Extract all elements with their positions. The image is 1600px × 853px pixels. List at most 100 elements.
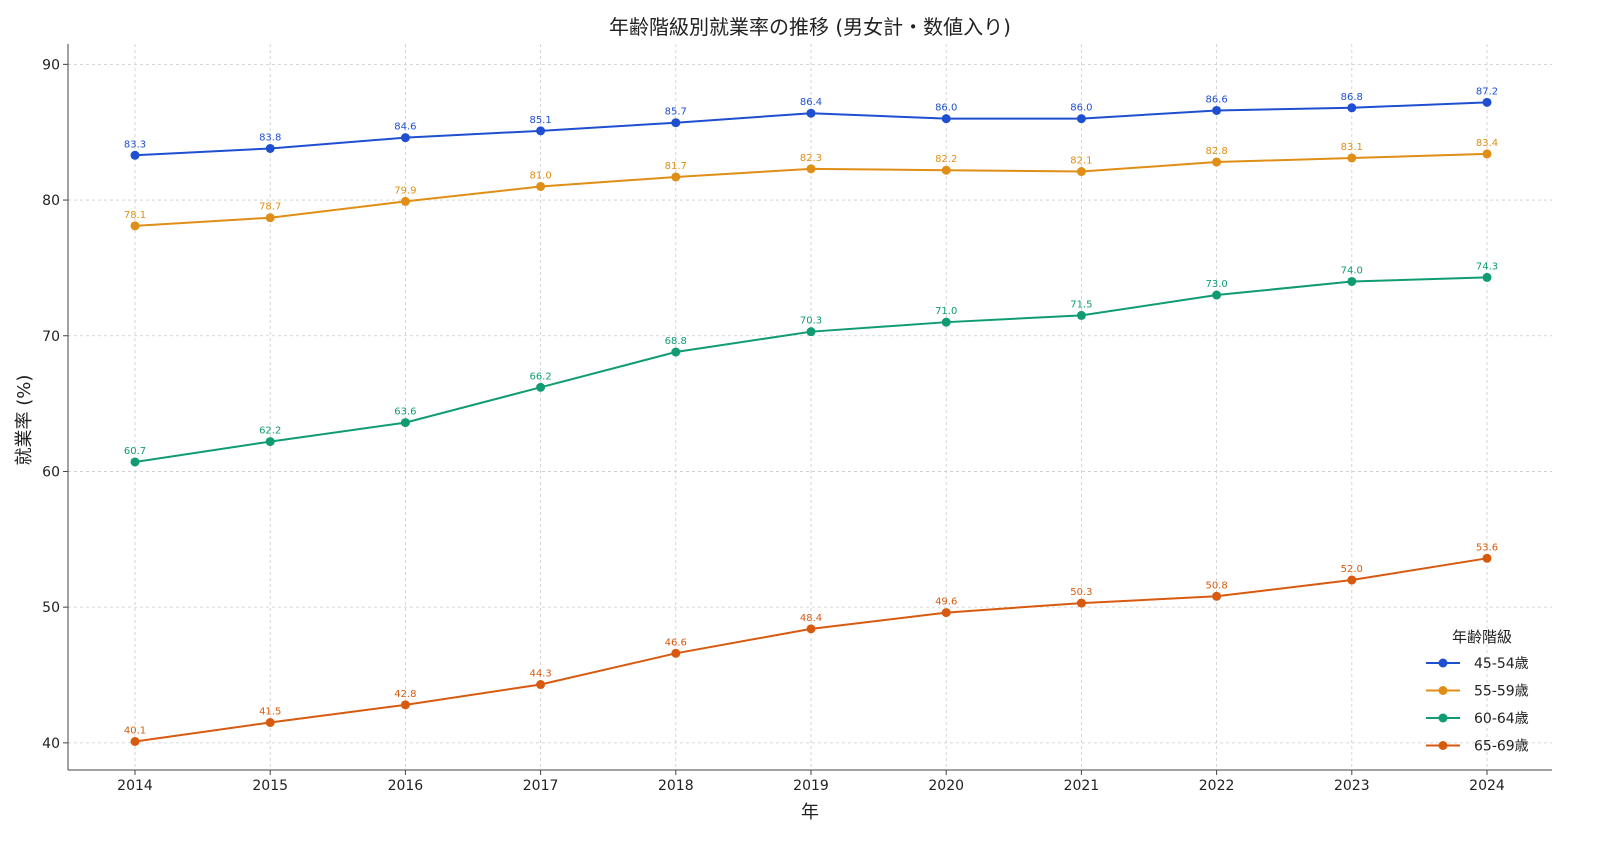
- data-point: [1212, 157, 1222, 167]
- axes: [67, 44, 1552, 771]
- data-label: 63.6: [394, 407, 416, 418]
- legend-label: 55-59歳: [1474, 684, 1529, 700]
- data-point: [941, 165, 951, 175]
- data-point: [1347, 276, 1357, 286]
- data-label: 71.5: [1070, 299, 1092, 310]
- x-tick-label: 2014: [117, 778, 153, 794]
- y-axis-ticks: 40 50 60 70 80 90: [42, 57, 68, 752]
- data-label: 86.4: [800, 97, 822, 108]
- data-label: 83.3: [124, 139, 146, 150]
- y-tick-label: 40: [42, 736, 60, 752]
- data-label: 83.1: [1341, 142, 1363, 153]
- data-label: 48.4: [800, 613, 822, 624]
- data-label: 79.9: [394, 185, 416, 196]
- data-label: 74.3: [1476, 261, 1498, 272]
- data-label: 86.6: [1205, 94, 1227, 105]
- series-55-59歳: 78.1 78.7 79.9 81.0 81.7 82.3 82.2 82.1 82.8 83.1…: [124, 138, 1498, 231]
- data-point: [671, 347, 681, 357]
- data-label: 68.8: [665, 336, 687, 347]
- legend-item: 60-64歳: [1426, 711, 1529, 727]
- data-point: [671, 172, 681, 182]
- data-point: [671, 118, 681, 128]
- data-point: [806, 624, 816, 634]
- data-label: 83.4: [1476, 138, 1498, 149]
- data-label: 81.7: [665, 161, 687, 172]
- data-point: [941, 608, 951, 618]
- data-label: 82.8: [1205, 146, 1227, 157]
- data-label: 41.5: [259, 707, 281, 718]
- data-label: 50.3: [1070, 587, 1092, 598]
- data-label: 52.0: [1341, 564, 1363, 575]
- x-tick-label: 2022: [1199, 778, 1235, 794]
- data-label: 86.0: [1070, 103, 1092, 114]
- data-point: [1212, 591, 1222, 601]
- data-point: [941, 317, 951, 327]
- data-label: 78.7: [259, 202, 281, 213]
- data-point: [265, 718, 275, 728]
- data-point: [806, 164, 816, 174]
- data-point: [806, 108, 816, 118]
- data-label: 82.3: [800, 153, 822, 164]
- data-label: 78.1: [124, 210, 146, 221]
- data-label: 86.8: [1341, 92, 1363, 103]
- x-tick-label: 2018: [658, 778, 694, 794]
- legend-swatch-marker: [1438, 686, 1448, 695]
- data-point: [1076, 598, 1086, 608]
- data-point: [265, 143, 275, 153]
- legend-item: 45-54歳: [1426, 656, 1529, 672]
- data-point: [1212, 105, 1222, 115]
- data-point: [536, 382, 546, 392]
- data-label: 74.0: [1341, 265, 1363, 276]
- x-tick-label: 2015: [252, 778, 288, 794]
- data-label: 84.6: [394, 122, 416, 133]
- data-label: 85.1: [529, 115, 551, 126]
- data-point: [130, 150, 140, 160]
- data-point: [1076, 310, 1086, 320]
- data-label: 82.1: [1070, 156, 1092, 167]
- y-tick-label: 80: [42, 193, 60, 209]
- data-point: [1076, 167, 1086, 177]
- data-point: [671, 648, 681, 658]
- data-point: [1347, 103, 1357, 113]
- data-label: 73.0: [1205, 279, 1227, 290]
- x-tick-label: 2017: [523, 778, 559, 794]
- data-label: 42.8: [394, 689, 416, 700]
- data-point: [941, 114, 951, 124]
- y-tick-label: 50: [42, 600, 60, 616]
- data-label: 53.6: [1476, 542, 1498, 553]
- legend-label: 60-64歳: [1474, 711, 1529, 727]
- data-point: [1076, 114, 1086, 124]
- data-point: [1482, 149, 1492, 159]
- series-45-54歳: 83.3 83.8 84.6 85.1 85.7 86.4 86.0 86.0 86.6 86.8…: [124, 86, 1498, 160]
- data-label: 40.1: [124, 726, 146, 737]
- legend-swatch-marker: [1438, 658, 1448, 668]
- x-tick-label: 2016: [388, 778, 424, 794]
- data-label: 71.0: [935, 306, 957, 317]
- series-group: 83.3 83.8 84.6 85.1 85.7 86.4 86.0 86.0 86.6 86.8…: [124, 86, 1498, 747]
- x-tick-label: 2021: [1064, 778, 1100, 794]
- data-point: [1482, 272, 1492, 282]
- data-label: 87.2: [1476, 86, 1498, 97]
- legend: 年齢階級 45-54歳 55-59歳 60-64歳 65-69歳: [1426, 628, 1529, 755]
- x-tick-label: 2024: [1469, 778, 1505, 794]
- series-60-64歳: 60.7 62.2 63.6 66.2 68.8 70.3 71.0 71.5 73.0 74.0…: [124, 261, 1498, 467]
- data-point: [536, 181, 546, 191]
- data-label: 46.6: [665, 637, 687, 648]
- data-point: [400, 700, 410, 710]
- data-point: [130, 221, 140, 231]
- y-tick-label: 70: [42, 329, 60, 345]
- data-label: 44.3: [529, 669, 551, 680]
- data-point: [1347, 575, 1357, 585]
- y-tick-label: 90: [42, 57, 60, 73]
- data-label: 50.8: [1205, 580, 1227, 591]
- data-point: [130, 737, 140, 747]
- data-point: [1212, 290, 1222, 300]
- x-axis-ticks: 2014 2015 2016 2017 2018 2019 2020 2021 2022 2023…: [117, 770, 1505, 794]
- data-label: 86.0: [935, 103, 957, 114]
- data-point: [130, 457, 140, 467]
- data-label: 70.3: [800, 316, 822, 327]
- data-label: 82.2: [935, 154, 957, 165]
- y-axis-label: 就業率 (%): [14, 375, 35, 466]
- legend-item: 65-69歳: [1426, 739, 1529, 755]
